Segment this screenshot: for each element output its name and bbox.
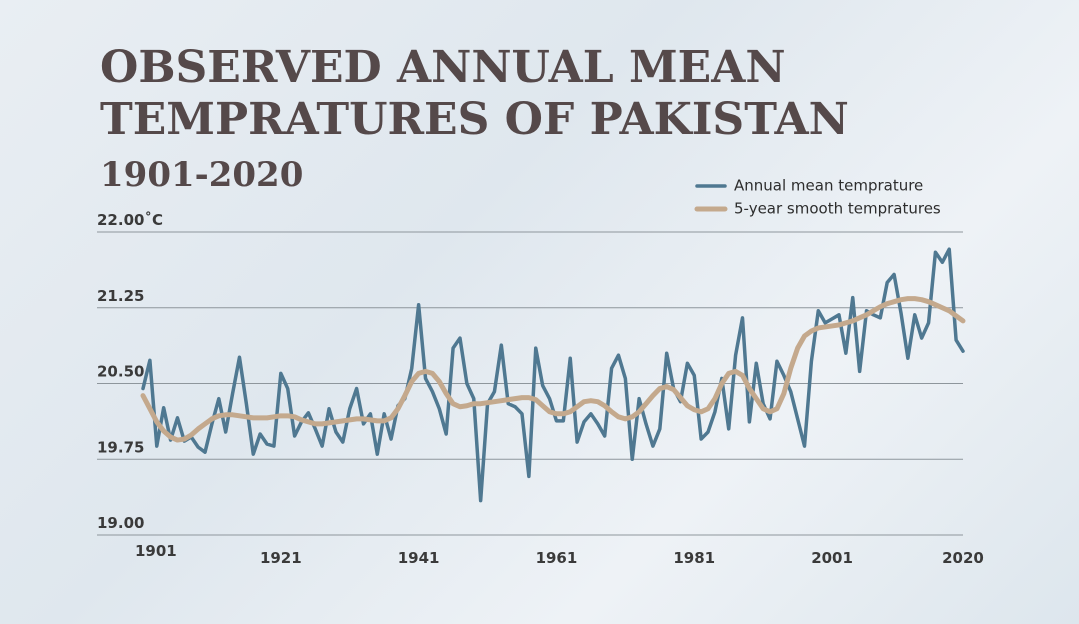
x-tick-label: 1941	[398, 549, 440, 567]
chart-title: TEMPRATURES OF PAKISTAN	[100, 94, 849, 145]
y-tick-label: 20.50	[97, 363, 144, 381]
x-tick-label: 1901	[135, 542, 177, 560]
legend-label: Annual mean temprature	[734, 177, 923, 195]
data-line	[140, 296, 966, 443]
x-tick-label: 1921	[260, 549, 302, 567]
x-tick-label: 1961	[536, 549, 578, 567]
data-line	[141, 247, 965, 503]
y-tick-label: 21.25	[97, 287, 144, 305]
chart-title: OBSERVED ANNUAL MEAN	[100, 42, 786, 93]
x-tick-label: 2020	[942, 549, 984, 567]
y-tick-label: 22.00˚C	[97, 211, 163, 229]
y-tick-label: 19.75	[97, 438, 144, 456]
x-tick-label: 1981	[673, 549, 715, 567]
chart-subtitle: 1901-2020	[100, 155, 303, 195]
x-tick-label: 2001	[811, 549, 853, 567]
legend-label: 5-year smooth tempratures	[734, 200, 941, 218]
y-tick-label: 19.00	[97, 514, 144, 532]
